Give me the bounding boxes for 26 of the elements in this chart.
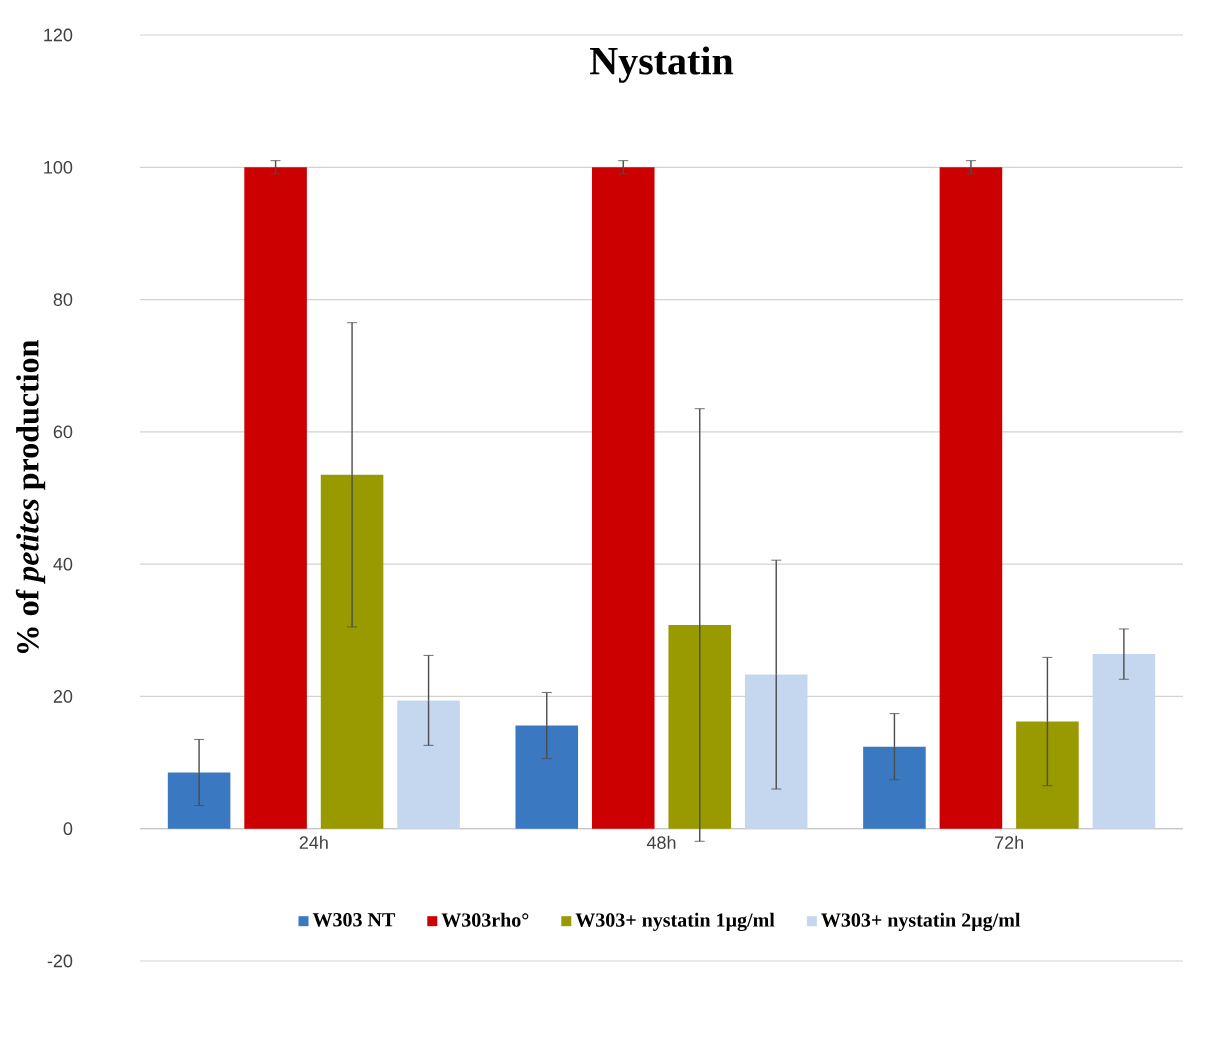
y-tick-label: 80 (53, 293, 73, 306)
legend-label: W303 NT (312, 913, 395, 927)
bar (591, 167, 655, 829)
bar (1092, 654, 1156, 829)
x-tick-label: 48h (646, 835, 676, 850)
bar (244, 167, 307, 829)
x-tick-label: 72h (995, 835, 1024, 849)
y-tick-label: 60 (53, 425, 73, 439)
y-tick-label: -20 (47, 954, 73, 968)
bar (668, 624, 732, 829)
legend-label: W303+ nystatin 1µg/ml (575, 912, 775, 932)
chart-title: Nystatin (590, 46, 734, 83)
y-axis-title: % of petites production (15, 340, 46, 654)
bar (939, 167, 1003, 829)
bar (320, 474, 384, 829)
y-tick-label: 100 (44, 160, 73, 174)
y-tick-label: 40 (53, 557, 73, 571)
x-tick-label: 24h (299, 835, 328, 849)
bar (397, 700, 460, 829)
y-tick-label: 120 (44, 28, 73, 42)
y-tick-label: 20 (53, 690, 73, 703)
y-tick-label: 0 (63, 822, 73, 836)
legend-label: W303rho° (441, 912, 529, 927)
bar (515, 725, 579, 829)
bar (863, 746, 926, 829)
legend-label: W303+ nystatin 2µg/ml (821, 912, 1021, 932)
